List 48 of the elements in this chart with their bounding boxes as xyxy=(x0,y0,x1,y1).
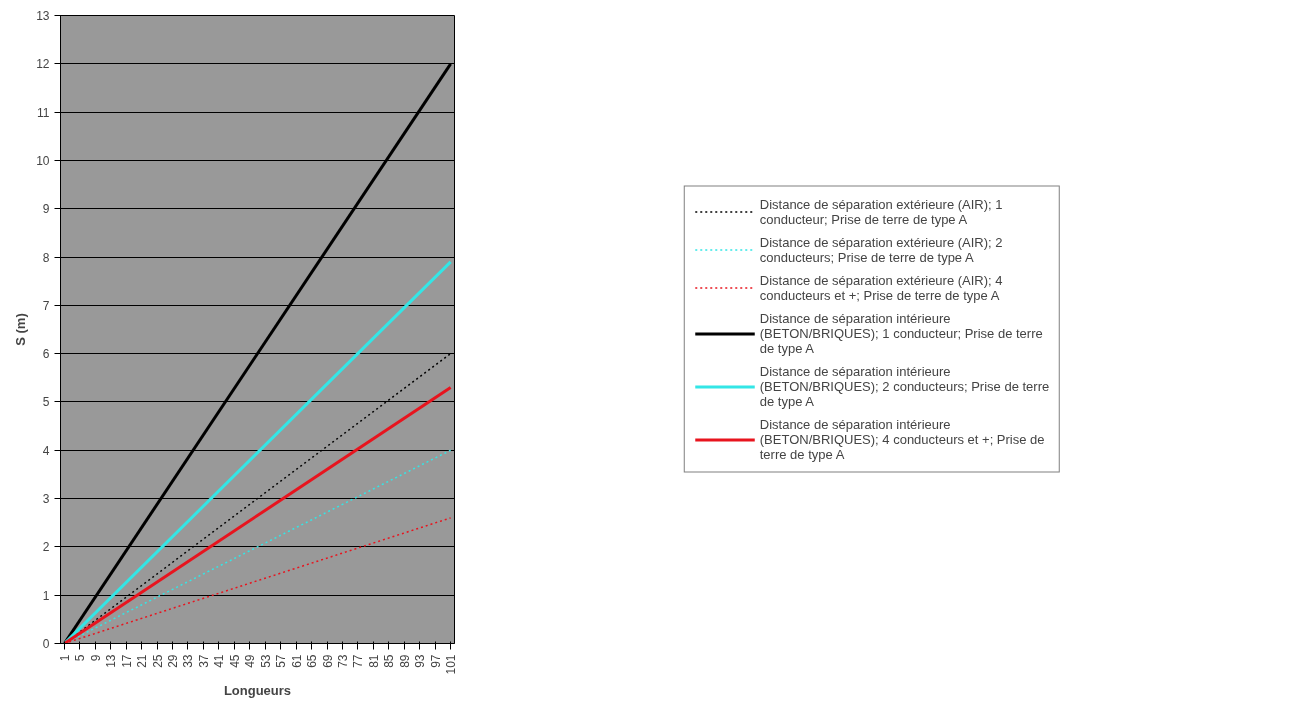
y-tick-label: 12 xyxy=(36,57,50,72)
legend-label: Distance de séparation extérieure (AIR); 4 conducteurs et +; Prise de terre de type A xyxy=(759,272,1003,303)
x-tick-label: 21 xyxy=(135,654,150,668)
y-tick-label: 8 xyxy=(42,250,50,265)
y-tick-label: 1 xyxy=(42,588,50,603)
x-tick-label: 29 xyxy=(166,654,181,668)
x-tick-label: 77 xyxy=(351,654,366,668)
x-tick-label: 25 xyxy=(150,654,165,668)
y-tick-label: 5 xyxy=(42,395,50,410)
x-tick-label: 81 xyxy=(366,654,381,668)
legend-label: Distance de séparation intérieure (BETON/BRIQUES); 1 conducteur; Prise de terre de type A xyxy=(759,310,1043,356)
x-tick-label: 89 xyxy=(397,654,412,668)
legend-label: Distance de séparation intérieure (BETON/BRIQUES); 2 conducteurs; Prise de terre de type A xyxy=(759,363,1050,409)
x-tick-label: 65 xyxy=(305,654,320,668)
x-tick-label: 17 xyxy=(119,654,134,668)
legend-label: Distance de séparation extérieure (AIR); 2 conducteurs; Prise de terre de type A xyxy=(759,234,1003,265)
x-tick-label: 45 xyxy=(227,654,242,668)
x-tick-label: 49 xyxy=(243,654,258,668)
x-tick-label: 93 xyxy=(413,654,428,668)
x-tick-label: 33 xyxy=(181,654,196,668)
y-tick-label: 4 xyxy=(42,443,50,458)
x-axis-title: Longueurs xyxy=(223,682,292,698)
y-axis-title: S (m) xyxy=(13,313,29,346)
y-tick-label: 0 xyxy=(42,637,50,651)
x-tick-label: 53 xyxy=(258,654,273,668)
x-tick-label: 101 xyxy=(444,654,459,675)
x-tick-label: 61 xyxy=(289,654,304,668)
x-tick-label: 5 xyxy=(73,654,88,662)
y-tick-label: 2 xyxy=(42,540,50,555)
x-tick-label: 41 xyxy=(212,654,227,668)
x-tick-label: 73 xyxy=(335,654,350,668)
x-tick-label: 9 xyxy=(88,654,103,662)
y-tick-label: 13 xyxy=(36,9,50,23)
legend-label: Distance de séparation extérieure (AIR); 1 conducteur; Prise de terre de type A xyxy=(759,196,1003,227)
x-tick-label: 85 xyxy=(382,654,397,668)
x-tick-label: 1 xyxy=(57,654,72,662)
x-tick-label: 37 xyxy=(196,654,211,668)
y-tick-label: 10 xyxy=(36,153,50,168)
y-tick-label: 7 xyxy=(42,298,50,313)
x-tick-label: 97 xyxy=(428,654,443,668)
y-tick-label: 6 xyxy=(42,347,50,362)
y-tick-label: 11 xyxy=(37,105,50,120)
x-tick-label: 69 xyxy=(320,654,335,668)
legend-label: Distance de séparation intérieure (BETON/BRIQUES); 4 conducteurs et +; Prise de terre de type A xyxy=(759,416,1045,462)
y-tick-label: 9 xyxy=(42,202,50,217)
y-tick-label: 3 xyxy=(42,492,50,507)
x-tick-label: 57 xyxy=(274,654,289,668)
x-tick-label: 13 xyxy=(104,654,119,668)
